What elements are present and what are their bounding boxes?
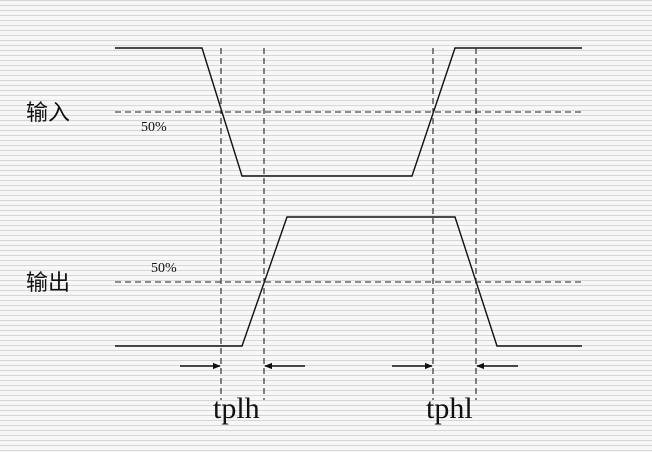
output-waveform (115, 216, 582, 347)
tplh-label: tplh (213, 392, 260, 425)
input-label: 输入 (26, 101, 70, 126)
tphl-label: tphl (426, 392, 473, 425)
output-label: 输出 (26, 271, 70, 296)
output-threshold-label: 50% (151, 261, 177, 276)
input-threshold-label: 50% (141, 120, 167, 135)
